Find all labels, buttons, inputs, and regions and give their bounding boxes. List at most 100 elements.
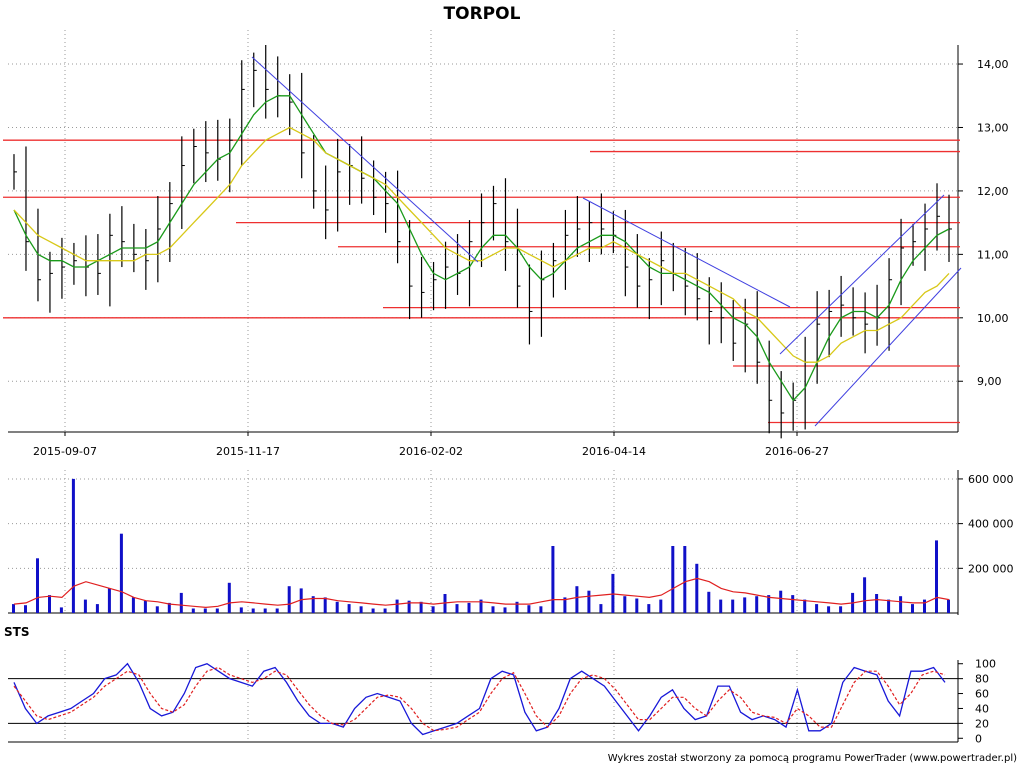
price-y-tick-label: 9,00 — [977, 375, 1002, 388]
volume-bar — [263, 608, 267, 613]
volume-bar — [287, 586, 291, 613]
volume-bar — [131, 597, 135, 613]
volume-bar — [59, 607, 63, 613]
volume-bar — [95, 604, 99, 613]
volume-bar — [227, 582, 231, 613]
price-x-ticks: 2015-09-07 2015-11-17 2016-02-02 2016-04-14… — [33, 432, 829, 458]
volume-bar — [167, 602, 171, 613]
volume-bar — [215, 608, 219, 613]
volume-bar — [407, 600, 411, 613]
volume-bar — [863, 577, 867, 614]
price-y-tick-label: 14,00 — [977, 58, 1009, 71]
volume-bar — [719, 599, 723, 613]
volume-bar — [467, 602, 471, 613]
volume-bar — [935, 540, 938, 613]
support-resistance-lines — [3, 139, 960, 424]
trendline — [779, 194, 945, 355]
volume-bar — [707, 591, 711, 613]
volume-bar — [911, 604, 914, 613]
volume-bar — [48, 595, 51, 613]
volume-bar — [12, 604, 15, 613]
price-y-tick-label: 11,00 — [977, 248, 1009, 261]
volume-bar — [419, 601, 423, 613]
volume-bar — [107, 588, 111, 613]
volume-bar — [143, 600, 147, 613]
price-x-tick-label: 2016-06-27 — [765, 445, 829, 458]
volume-bar — [923, 599, 926, 613]
volume-bar — [683, 546, 687, 613]
volume-bar — [779, 590, 783, 613]
volume-bar — [24, 605, 27, 613]
volume-grid — [8, 470, 958, 613]
volume-bar — [767, 595, 771, 613]
volume-bar — [359, 606, 363, 613]
price-bars — [13, 45, 953, 439]
volume-bar — [347, 604, 351, 613]
volume-panel: 200 000 400 000 600 000 — [8, 470, 1014, 615]
price-y-tick-label: 13,00 — [977, 121, 1009, 134]
volume-bar — [431, 606, 435, 613]
volume-bar — [563, 597, 567, 613]
volume-bar — [839, 606, 843, 613]
volume-bar — [371, 608, 375, 613]
footer-credit: Wykres został stworzony za pomocą progra… — [608, 753, 1017, 764]
volume-bar — [575, 586, 579, 613]
volume-bar — [395, 599, 399, 613]
price-panel: 9,00 10,00 11,00 12,00 13,00 14,00 2015-09-07… — [3, 30, 1009, 458]
sts-grid — [8, 650, 958, 742]
volume-bar — [335, 601, 339, 613]
volume-bar — [815, 604, 819, 613]
sts-y-tick-label: 80 — [975, 673, 989, 686]
trendline — [582, 197, 791, 308]
volume-y-ticks: 200 000 400 000 600 000 — [958, 473, 1014, 575]
volume-bar — [623, 596, 627, 613]
chart-title: TORPOL — [444, 4, 521, 24]
volume-bar — [899, 596, 903, 613]
volume-bar — [827, 606, 831, 613]
sts-y-tick-label: 0 — [975, 732, 982, 745]
volume-bar — [299, 588, 303, 613]
volume-y-tick-label: 600 000 — [968, 473, 1014, 486]
volume-bar — [503, 607, 507, 613]
sts-y-tick-label: 100 — [975, 658, 996, 671]
volume-bar — [743, 597, 747, 613]
price-x-tick-label: 2015-11-17 — [216, 445, 280, 458]
volume-bar — [659, 599, 663, 613]
volume-bar — [947, 599, 950, 613]
volume-bar — [83, 599, 87, 613]
sts-label: STS — [4, 625, 29, 639]
sts-k-line — [13, 662, 946, 736]
volume-bars — [12, 478, 950, 614]
sts-y-tick-label: 20 — [975, 717, 989, 730]
volume-y-tick-label: 400 000 — [968, 518, 1014, 531]
volume-bar — [551, 546, 555, 613]
trendline — [814, 267, 962, 427]
price-grid — [8, 30, 958, 432]
price-x-tick-label: 2015-09-07 — [33, 445, 97, 458]
sts-y-tick-label: 60 — [975, 688, 989, 701]
price-moving-averages — [13, 95, 950, 402]
volume-bar — [791, 595, 795, 613]
ma-long-line — [13, 126, 950, 363]
price-y-ticks: 9,00 10,00 11,00 12,00 13,00 14,00 — [958, 58, 1009, 388]
volume-bar — [647, 604, 651, 613]
sts-d-line — [13, 666, 946, 732]
volume-bar — [119, 533, 123, 613]
volume-bar — [36, 558, 39, 613]
sts-y-tick-label: 40 — [975, 702, 989, 715]
price-x-tick-label: 2016-02-02 — [399, 445, 463, 458]
volume-bar — [515, 601, 519, 613]
volume-bar — [671, 546, 675, 613]
volume-bar — [203, 608, 207, 613]
volume-bar — [887, 599, 891, 613]
price-y-tick-label: 10,00 — [977, 312, 1009, 325]
sts-lines — [13, 662, 946, 736]
volume-bar — [599, 604, 603, 613]
volume-ma-line — [13, 577, 950, 609]
trendlines — [251, 56, 962, 427]
volume-bar — [179, 592, 183, 613]
volume-bar — [323, 597, 327, 613]
